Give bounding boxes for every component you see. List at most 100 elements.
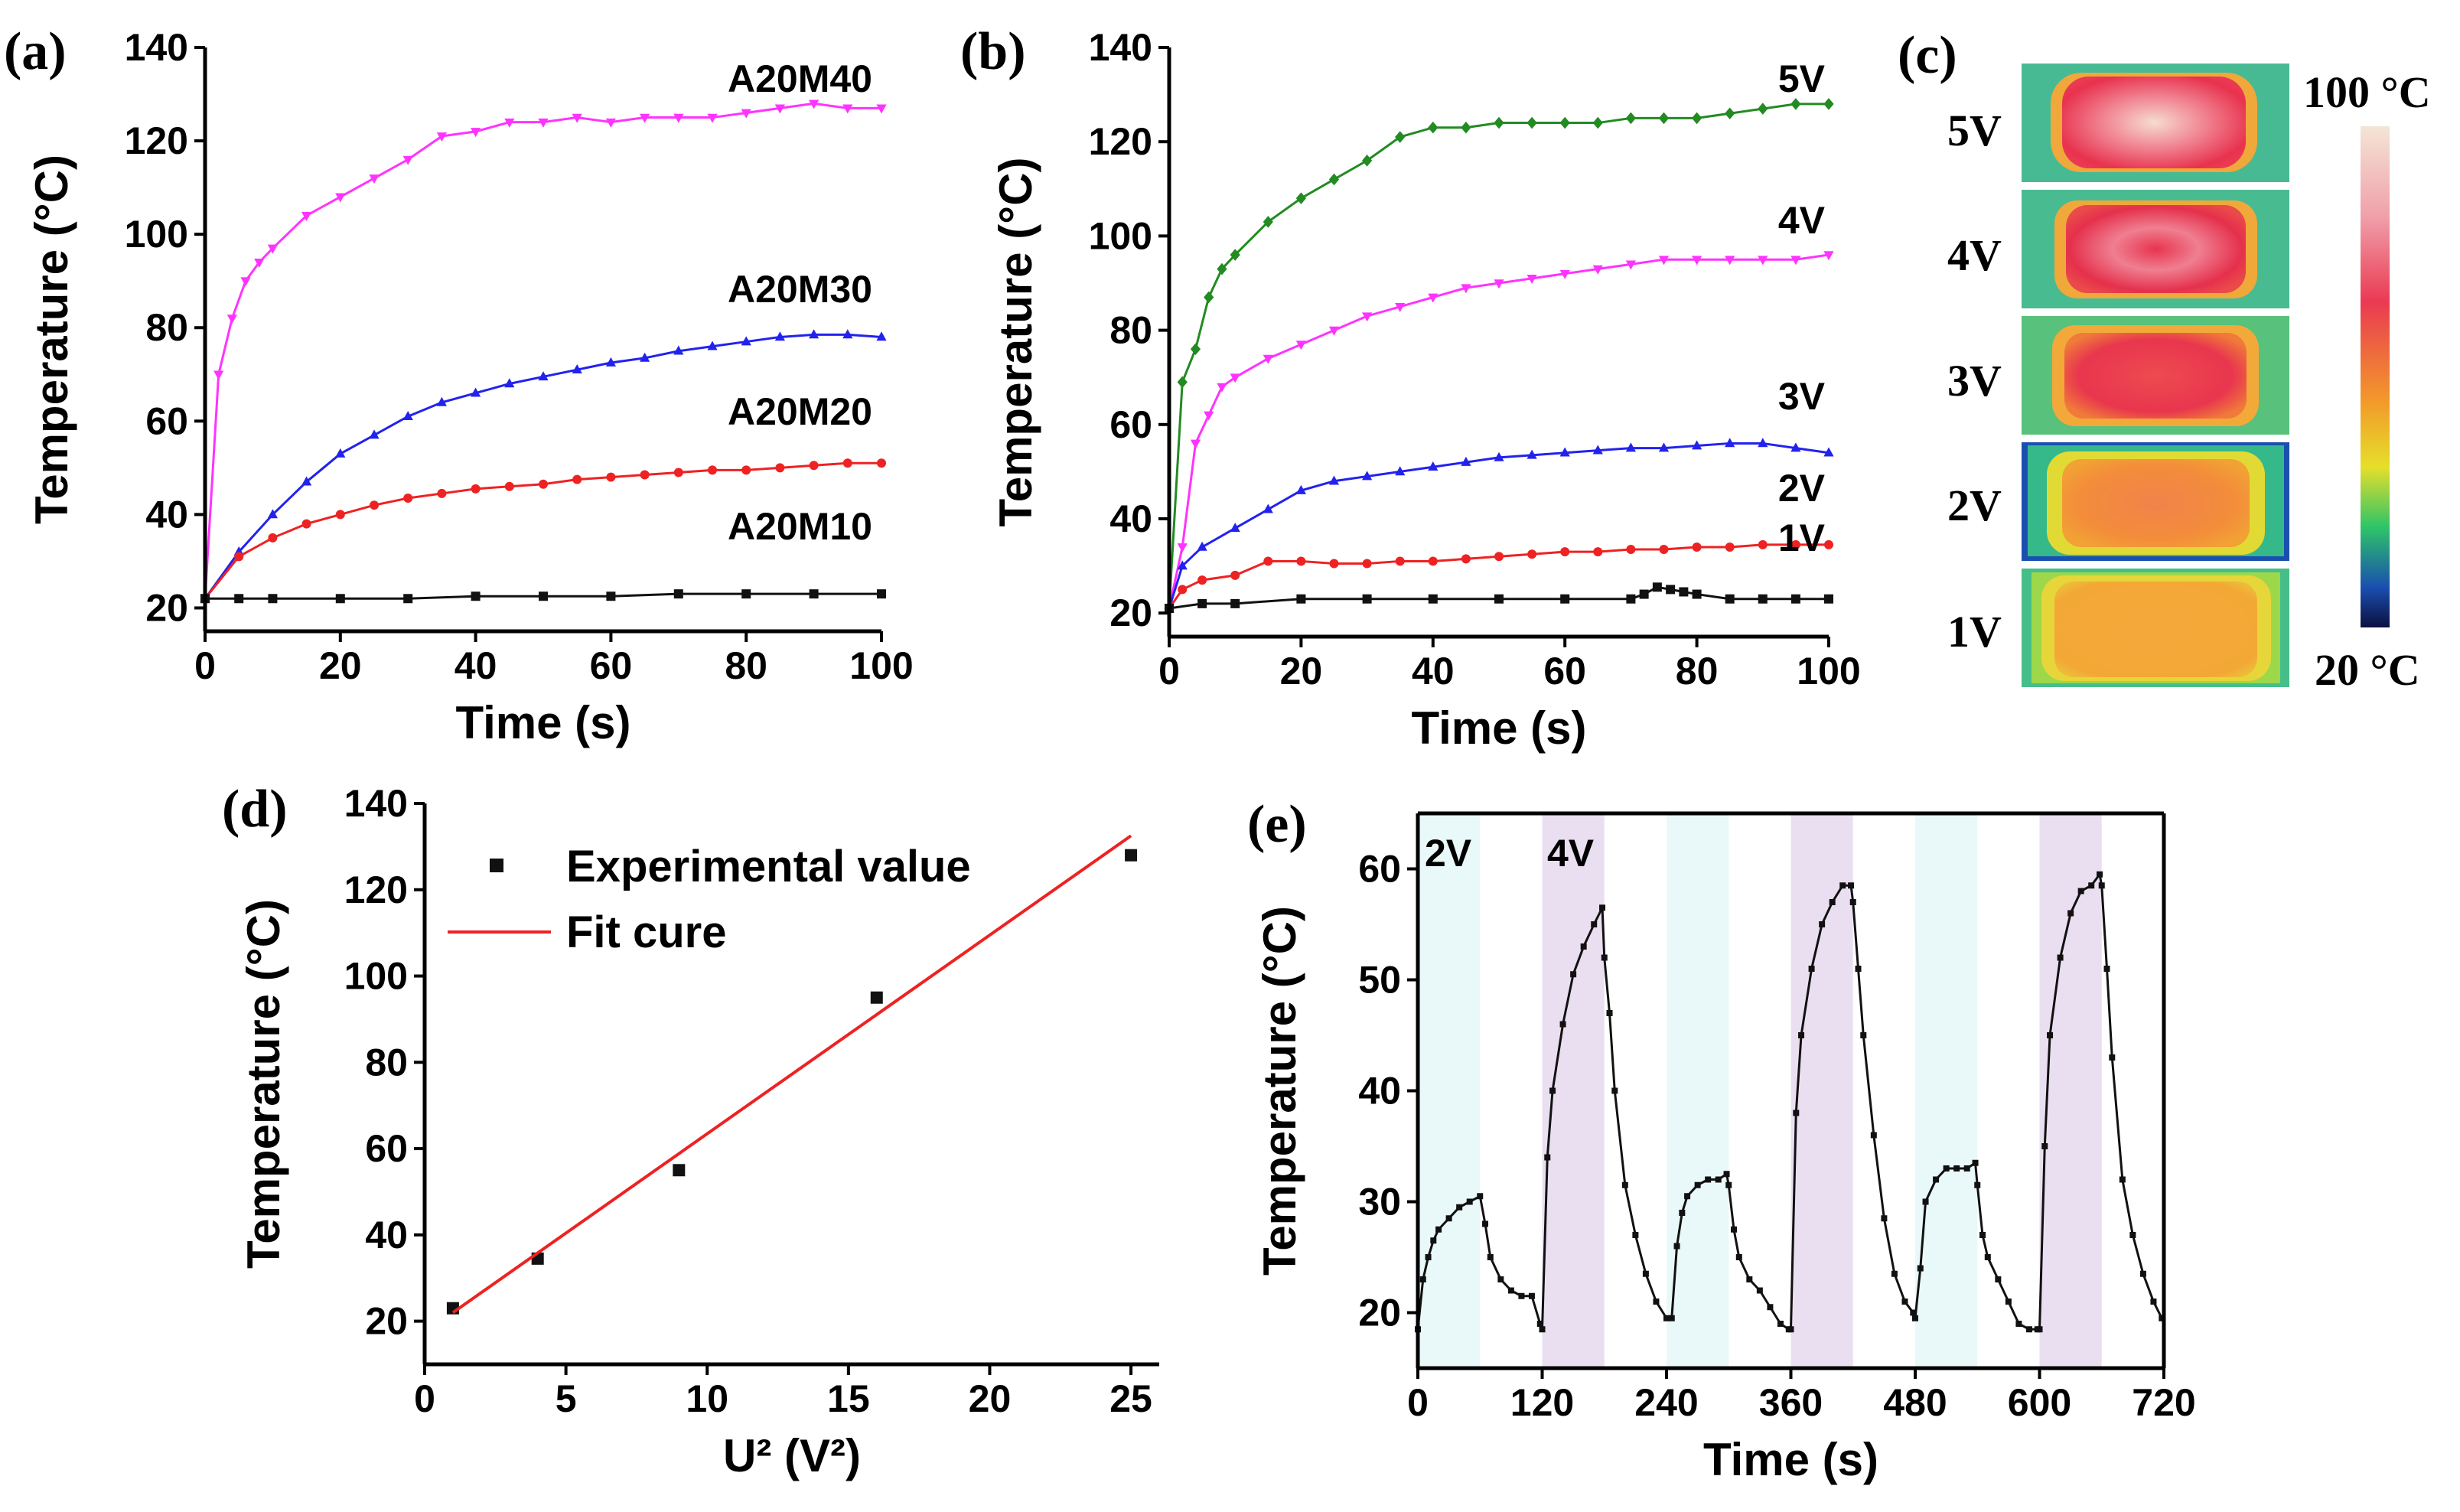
data-point-cycling-23 [1599, 904, 1606, 911]
legend-marker-experimental [490, 859, 503, 872]
data-point-a20m30-14 [673, 345, 684, 355]
data-point-a20m20-19 [842, 458, 852, 468]
data-point-4v-20 [1725, 256, 1735, 266]
data-point-4v-18 [1658, 256, 1670, 266]
panel-label-b: (b) [960, 22, 1026, 81]
data-point-4v-23 [1823, 251, 1834, 261]
panel-label-c: (c) [1898, 26, 1957, 85]
data-point-3v-13 [1559, 447, 1570, 457]
data-point-a20m30-13 [640, 352, 650, 362]
data-point-cycling-31 [1663, 1315, 1670, 1321]
data-point-cycling-90 [2109, 1054, 2116, 1061]
series-label-a20m20: A20M20 [728, 390, 872, 433]
y-tick-label-6: 140 [125, 26, 188, 69]
data-point-2v-12 [1527, 549, 1537, 559]
shade-4v-2 [2039, 813, 2102, 1368]
data-point-1v-4 [1362, 594, 1372, 604]
data-point-cycling-39 [1723, 1171, 1730, 1178]
data-point-cycling-74 [1984, 1254, 1991, 1260]
data-point-cycling-67 [1933, 1176, 1940, 1183]
x-tick-label-2: 40 [1412, 650, 1455, 692]
data-point-cycling-20 [1570, 971, 1577, 978]
series-label-4v: 4V [1778, 199, 1826, 242]
data-point-2v-13 [1560, 547, 1570, 557]
y-tick-label-4: 100 [125, 213, 188, 256]
series-label-a20m40: A20M40 [728, 57, 872, 100]
data-point-3v-19 [1758, 438, 1768, 448]
data-point-3v-8 [1395, 466, 1406, 476]
data-point-2v-14 [1593, 547, 1603, 557]
data-point-5v-21 [1758, 103, 1768, 115]
y-axis-title: Temperature (°C) [26, 155, 77, 524]
data-point-cycling-87 [2097, 871, 2103, 878]
data-point-a20m20-16 [741, 465, 751, 475]
data-point-cycling-84 [2067, 910, 2074, 917]
data-point-5v-15 [1559, 116, 1570, 129]
data-point-4v-15 [1559, 269, 1570, 279]
data-point-cycling-22 [1591, 921, 1598, 927]
data-point-experimental-value-2 [673, 1164, 686, 1177]
x-tick-label-4: 80 [1676, 650, 1719, 692]
data-point-a20m20-13 [640, 470, 650, 480]
y-tick-label-4: 60 [1358, 848, 1401, 891]
data-point-a20m20-12 [606, 472, 616, 482]
thermal-row-label-4v: 4V [1947, 230, 2002, 280]
x-tick-label-2: 240 [1634, 1381, 1698, 1424]
x-tick-label-3: 15 [827, 1377, 870, 1420]
data-point-cycling-15 [1536, 1321, 1543, 1327]
data-point-5v-9 [1362, 155, 1373, 167]
data-point-cycling-43 [1746, 1276, 1753, 1282]
data-point-a20m20-17 [775, 463, 785, 473]
data-point-3v-17 [1692, 440, 1702, 450]
series-label-a20m30: A20M30 [728, 268, 872, 311]
data-point-a20m20-20 [877, 458, 886, 468]
data-point-5v-10 [1395, 131, 1406, 143]
data-point-a20m30-4 [335, 448, 346, 458]
x-tick-label-1: 20 [1280, 650, 1323, 692]
data-point-2v-19 [1758, 539, 1768, 549]
data-point-2v-20 [1790, 539, 1800, 549]
data-point-cycling-16 [1539, 1326, 1546, 1333]
x-tick-label-0: 0 [194, 644, 216, 687]
data-point-3v-16 [1658, 442, 1670, 452]
data-point-cycling-77 [2015, 1321, 2022, 1327]
x-tick-label-0: 0 [414, 1377, 435, 1420]
data-point-4v-12 [1461, 284, 1471, 294]
data-point-cycling-25 [1606, 1010, 1613, 1016]
data-point-a20m40-14 [572, 113, 582, 123]
data-point-a20m40-23 [876, 104, 887, 114]
data-point-3v-15 [1625, 442, 1636, 452]
data-point-a20m40-13 [538, 118, 549, 128]
data-point-3v-1 [1177, 560, 1188, 570]
data-point-4v-13 [1494, 279, 1504, 289]
data-point-a20m30-17 [774, 331, 785, 341]
y-tick-label-6: 140 [1089, 26, 1152, 69]
data-point-a20m20-3 [301, 519, 311, 529]
data-point-cycling-52 [1819, 921, 1826, 927]
data-point-4v-6 [1263, 354, 1273, 364]
data-point-cycling-78 [2025, 1326, 2032, 1333]
data-point-cycling-51 [1808, 966, 1815, 972]
y-tick-label-4: 100 [1089, 214, 1152, 257]
x-tick-label-6: 720 [2132, 1381, 2195, 1424]
data-point-cycling-82 [2047, 1032, 2054, 1038]
panel-d-legend: Experimental value Fit cure [448, 842, 971, 957]
y-axis-title: Temperature (°C) [1254, 906, 1305, 1276]
data-point-cycling-61 [1891, 1270, 1898, 1277]
data-point-cycling-54 [1839, 882, 1846, 889]
data-point-cycling-2 [1425, 1254, 1432, 1260]
data-point-cycling-95 [2159, 1315, 2165, 1321]
data-point-cycling-58 [1860, 1032, 1867, 1038]
data-point-5v-2 [1190, 343, 1201, 356]
data-point-cycling-72 [1974, 1181, 1981, 1188]
data-point-a20m30-19 [842, 329, 853, 339]
data-point-a20m40-19 [741, 109, 751, 119]
data-point-a20m20-7 [437, 488, 447, 498]
data-point-cycling-8 [1477, 1193, 1484, 1200]
data-point-a20m40-9 [402, 155, 413, 165]
data-point-cycling-81 [2041, 1143, 2048, 1149]
data-point-2v-4 [1263, 556, 1273, 566]
series-label-1v: 1V [1778, 516, 1826, 559]
annotation-2v: 2V [1425, 832, 1472, 875]
